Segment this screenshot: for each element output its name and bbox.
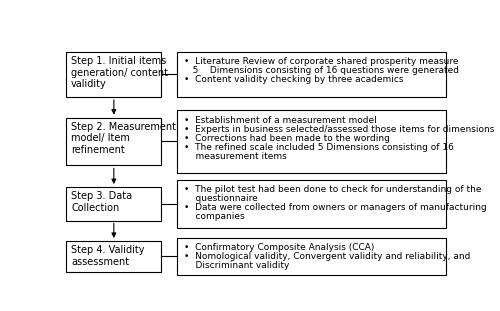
Text: companies: companies bbox=[184, 212, 244, 221]
Text: Discriminant validity: Discriminant validity bbox=[184, 261, 289, 270]
Text: Step 1. Initial items
generation/ content
validity: Step 1. Initial items generation/ conten… bbox=[71, 56, 168, 89]
Text: Step 2. Measurement
model/ Item
refinement: Step 2. Measurement model/ Item refineme… bbox=[71, 122, 176, 155]
Text: Step 4. Validity
assessment: Step 4. Validity assessment bbox=[71, 245, 144, 267]
Text: •  Literature Review of corporate shared prosperity measure: • Literature Review of corporate shared … bbox=[184, 57, 458, 66]
Text: •  Content validity checking by three academics: • Content validity checking by three aca… bbox=[184, 75, 404, 84]
Bar bbox=[177, 180, 446, 228]
Text: •  The pilot test had been done to check for understanding of the: • The pilot test had been done to check … bbox=[184, 185, 482, 194]
Text: •  Confirmatory Composite Analysis (CCA): • Confirmatory Composite Analysis (CCA) bbox=[184, 243, 374, 252]
Bar bbox=[177, 110, 446, 173]
Bar bbox=[66, 52, 162, 97]
Bar bbox=[66, 241, 162, 272]
Text: •  Data were collected from owners or managers of manufacturing: • Data were collected from owners or man… bbox=[184, 203, 486, 212]
Bar bbox=[177, 52, 446, 97]
Text: measurement items: measurement items bbox=[184, 152, 286, 161]
Bar bbox=[66, 118, 162, 165]
Text: •  Nomological validity, Convergent validity and reliability, and: • Nomological validity, Convergent valid… bbox=[184, 252, 470, 261]
Bar bbox=[177, 238, 446, 275]
Bar bbox=[66, 187, 162, 220]
Text: •  Establishment of a measurement model: • Establishment of a measurement model bbox=[184, 116, 376, 125]
Text: 5    Dimensions consisting of 16 questions were generated: 5 Dimensions consisting of 16 questions … bbox=[184, 66, 459, 75]
Text: •  Corrections had been made to the wording: • Corrections had been made to the wordi… bbox=[184, 134, 390, 143]
Text: Step 3. Data
Collection: Step 3. Data Collection bbox=[71, 191, 132, 213]
Text: •  Experts in business selected/assessed those items for dimensions: • Experts in business selected/assessed … bbox=[184, 125, 494, 134]
Text: •  The refined scale included 5 Dimensions consisting of 16: • The refined scale included 5 Dimension… bbox=[184, 143, 454, 152]
Text: questionnaire: questionnaire bbox=[184, 194, 258, 203]
